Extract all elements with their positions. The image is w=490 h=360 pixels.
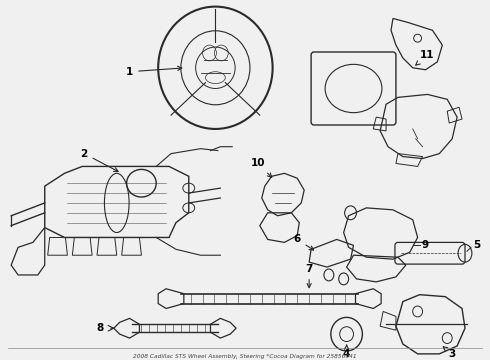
- Text: 5: 5: [473, 240, 481, 250]
- Text: 3: 3: [443, 347, 456, 359]
- Text: 2: 2: [80, 149, 118, 171]
- Text: 7: 7: [305, 264, 313, 288]
- Text: 1: 1: [126, 66, 182, 77]
- Text: 11: 11: [416, 50, 435, 65]
- Text: 4: 4: [343, 345, 350, 359]
- Text: 10: 10: [250, 158, 272, 177]
- Text: 9: 9: [422, 240, 429, 250]
- Text: 8: 8: [97, 323, 103, 333]
- Text: 2008 Cadillac STS Wheel Assembly, Steering *Cocoa Diagram for 25856941: 2008 Cadillac STS Wheel Assembly, Steeri…: [133, 354, 357, 359]
- Text: 6: 6: [294, 234, 314, 250]
